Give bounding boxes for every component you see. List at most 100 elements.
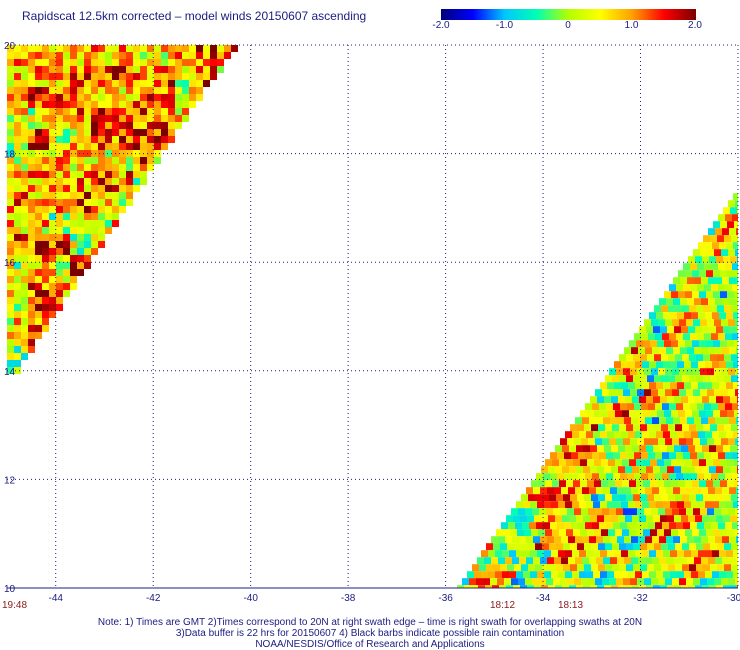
wind-cell — [7, 52, 14, 59]
wind-cell — [731, 494, 738, 502]
wind-cell — [147, 101, 154, 108]
wind-cell — [7, 101, 14, 108]
wind-cell — [680, 417, 687, 425]
wind-cell — [63, 122, 70, 129]
wind-cell — [70, 115, 77, 122]
wind-cell — [653, 515, 660, 523]
wind-cell — [529, 522, 536, 530]
wind-cell — [189, 73, 196, 80]
wind-cell — [28, 297, 35, 304]
wind-cell — [684, 550, 691, 558]
wind-cell — [693, 438, 700, 446]
wind-cell — [511, 578, 518, 586]
wind-cell — [656, 382, 663, 390]
wind-cell — [533, 557, 540, 565]
wind-cell — [133, 122, 140, 129]
wind-cell — [182, 80, 189, 87]
wind-cell — [664, 529, 671, 537]
wind-cell — [615, 529, 622, 537]
wind-cell — [600, 431, 607, 439]
wind-cell — [589, 417, 596, 425]
wind-cell — [84, 220, 91, 227]
wind-cell — [161, 115, 168, 122]
wind-cell — [14, 220, 21, 227]
wind-cell — [28, 185, 35, 192]
wind-cell — [736, 277, 738, 285]
wind-cell — [63, 178, 70, 185]
wind-cell — [147, 52, 154, 59]
wind-cell — [638, 557, 645, 565]
wind-cell — [732, 263, 738, 271]
wind-cell — [154, 108, 161, 115]
wind-cell — [734, 221, 738, 229]
wind-cell — [548, 515, 555, 523]
wind-cell — [637, 389, 644, 397]
wind-cell — [678, 291, 685, 299]
wind-cell — [119, 115, 126, 122]
wind-cell — [56, 283, 63, 290]
wind-cell — [729, 277, 736, 285]
wind-cell — [147, 108, 154, 115]
wind-cell — [516, 550, 523, 558]
wind-cell — [91, 178, 98, 185]
wind-cell — [673, 298, 680, 306]
wind-cell — [670, 312, 677, 320]
wind-cell — [520, 585, 527, 588]
wind-cell — [602, 578, 609, 586]
wind-cell — [133, 66, 140, 73]
wind-cell — [532, 578, 539, 586]
wind-cell — [7, 241, 14, 248]
wind-cell — [21, 45, 28, 52]
wind-cell — [701, 417, 708, 425]
wind-cell — [7, 311, 14, 318]
wind-cell — [606, 473, 613, 481]
wind-cell — [42, 318, 49, 325]
wind-cell — [28, 122, 35, 129]
wind-cell — [714, 508, 721, 516]
wind-cell — [154, 87, 161, 94]
lat-tick-label: 12 — [4, 475, 16, 486]
wind-cell — [91, 115, 98, 122]
wind-cell — [627, 452, 634, 460]
wind-cell — [687, 557, 694, 565]
wind-cell — [710, 354, 717, 362]
wind-cell — [720, 480, 727, 488]
wind-cell — [147, 164, 154, 171]
wind-cell — [730, 445, 737, 453]
wind-cell — [28, 136, 35, 143]
wind-cell — [35, 325, 42, 332]
wind-cell — [728, 319, 735, 327]
wind-cell — [722, 228, 729, 236]
wind-cell — [509, 571, 516, 579]
wind-cell — [63, 227, 70, 234]
wind-cell — [652, 417, 659, 425]
wind-cell — [21, 129, 28, 136]
wind-cell — [112, 178, 119, 185]
wind-cell — [699, 529, 706, 537]
wind-cell — [112, 164, 119, 171]
wind-cell — [621, 550, 628, 558]
wind-cell — [84, 178, 91, 185]
wind-cell — [77, 213, 84, 220]
wind-cell — [161, 80, 168, 87]
wind-cell — [680, 298, 687, 306]
wind-cell — [553, 508, 560, 516]
wind-cell — [649, 550, 656, 558]
wind-cell — [616, 578, 623, 586]
wind-cell — [726, 571, 733, 579]
wind-cell — [154, 157, 161, 164]
wind-cell — [695, 466, 702, 474]
wind-cell — [663, 431, 670, 439]
wind-cell — [584, 494, 591, 502]
wind-cell — [717, 354, 724, 362]
wind-cell — [42, 220, 49, 227]
wind-cell — [14, 192, 21, 199]
wind-cell — [154, 122, 161, 129]
wind-cell — [7, 171, 14, 178]
wind-cell — [70, 87, 77, 94]
wind-cell — [614, 361, 621, 369]
wind-cell — [706, 340, 713, 348]
wind-cell — [182, 115, 189, 122]
wind-cell — [56, 136, 63, 143]
wind-cell — [601, 410, 608, 418]
